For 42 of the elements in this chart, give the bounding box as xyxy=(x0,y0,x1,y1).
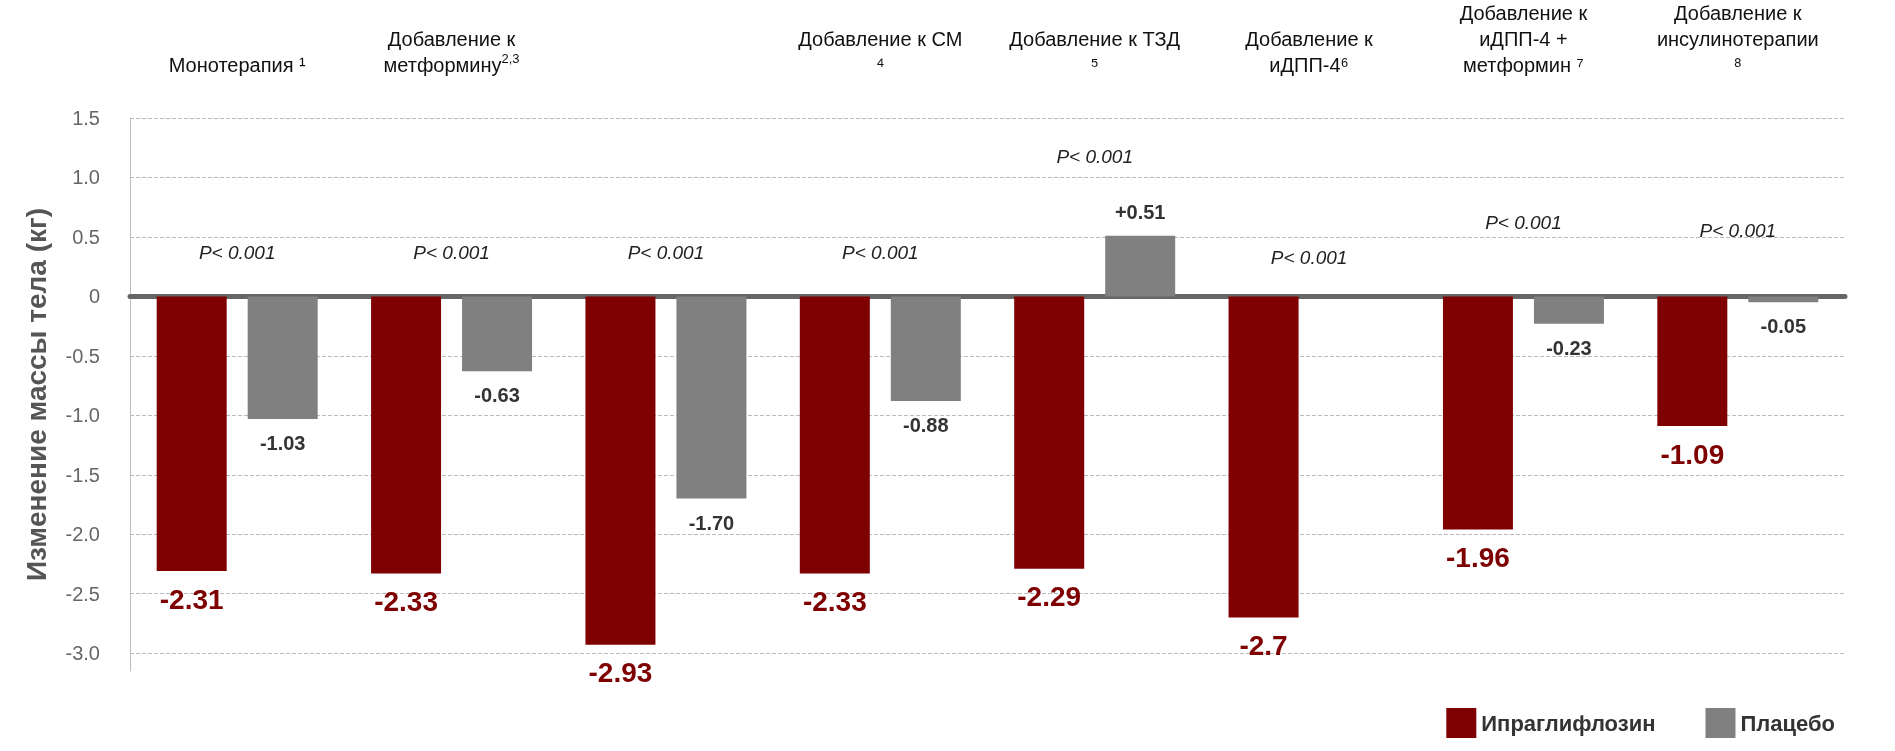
data-label: -2.7 xyxy=(1239,629,1288,661)
legend-label: Ипраглифлозин xyxy=(1481,710,1656,736)
x-tick-label: Монотерапия ¹ xyxy=(168,54,307,76)
y-tick-label: 1.0 xyxy=(72,166,100,189)
data-label: -0.88 xyxy=(903,414,949,437)
annotation: P< 0.001 xyxy=(198,241,276,263)
annotation: P< 0.001 xyxy=(413,241,490,263)
data-label: -0.23 xyxy=(1546,336,1592,359)
data-label: -1.03 xyxy=(259,431,306,454)
annotation: P< 0.001 xyxy=(842,241,919,263)
annotation: P< 0.001 xyxy=(1056,145,1133,167)
y-tick-label: -1.5 xyxy=(65,463,100,486)
y-tick-label: 0.5 xyxy=(72,225,100,248)
y-tick-label: -2.0 xyxy=(65,523,100,546)
data-label: -0.05 xyxy=(1760,315,1807,338)
annotation: P< 0.001 xyxy=(627,241,705,263)
y-axis-title: Изменение массы тела (кг) xyxy=(20,207,52,582)
x-tick-label: Добавление к ТЗД ⁵ xyxy=(1009,28,1181,76)
data-label: -2.33 xyxy=(802,585,867,617)
y-tick-label: -0.5 xyxy=(65,344,100,367)
data-label: -2.31 xyxy=(159,583,224,615)
y-tick-label: 0 xyxy=(88,285,100,308)
data-label: +0.51 xyxy=(1114,200,1166,223)
y-tick-label: -3.0 xyxy=(65,642,100,665)
data-label: -1.09 xyxy=(1660,438,1725,470)
data-label: -0.63 xyxy=(474,384,520,407)
y-tick-label: -1.0 xyxy=(65,404,100,427)
data-label: -1.96 xyxy=(1446,541,1510,573)
data-label: -2.93 xyxy=(588,657,653,689)
y-tick-label: -2.5 xyxy=(65,582,100,605)
x-tick-label: Добавление к иДПП-4 + метформин ⁷ xyxy=(1459,2,1588,76)
annotation: P< 0.001 xyxy=(1270,246,1348,268)
annotation: P< 0.001 xyxy=(1699,220,1777,242)
x-tick-label: Добавление к иДПП-4⁶ xyxy=(1245,28,1374,76)
data-label: -2.29 xyxy=(1017,581,1082,613)
data-label: -2.33 xyxy=(374,585,438,617)
y-tick-label: 1.5 xyxy=(72,107,100,129)
data-label: -1.70 xyxy=(688,511,735,534)
annotation: P< 0.001 xyxy=(1485,212,1562,234)
x-tick-label: Добавление к СМ ⁴ xyxy=(798,28,963,76)
legend-label: Плацебо xyxy=(1740,710,1836,736)
x-tick-label: Добавление к инсулинотерапии ⁸ xyxy=(1656,2,1819,76)
